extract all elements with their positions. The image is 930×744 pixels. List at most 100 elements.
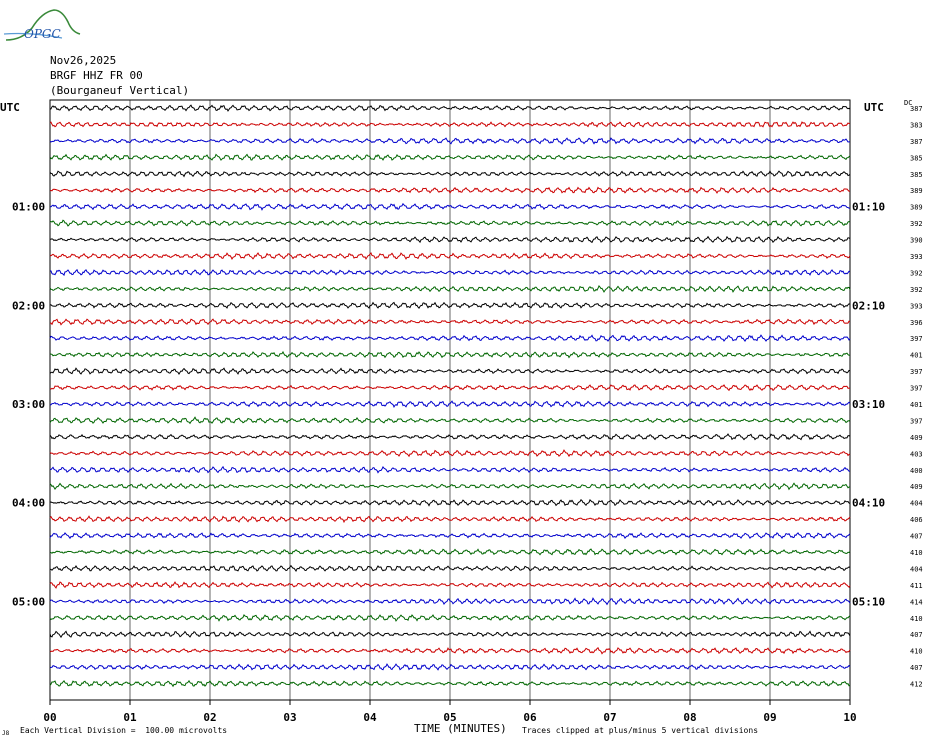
dc-offset-value: 407 [910, 664, 923, 672]
dc-offset-value: 407 [910, 631, 923, 639]
dc-offset-value: 393 [910, 302, 923, 310]
dc-offset-value: 412 [910, 681, 923, 689]
x-tick-label: 03 [283, 711, 296, 724]
logo-text: OPGC [24, 27, 61, 41]
seismic-trace [49, 350, 851, 359]
dc-offset-value: 385 [910, 171, 923, 179]
left-time-label: 03:00 [12, 398, 45, 411]
dc-offset-value: 389 [910, 204, 923, 212]
dc-offset-value: 406 [910, 516, 923, 524]
dc-offset-value: 407 [910, 533, 923, 541]
dc-offset-value: 410 [910, 648, 923, 656]
dc-offset-value: 397 [910, 335, 923, 343]
seismic-trace [49, 334, 851, 342]
seismic-trace [49, 416, 851, 425]
seismic-trace [49, 465, 851, 474]
seismic-trace [49, 679, 851, 688]
dc-offset-value: 396 [910, 319, 923, 327]
right-utc-label: UTC [864, 101, 884, 114]
dc-offset-value: 390 [910, 237, 923, 245]
dc-offset-value: 387 [910, 105, 923, 113]
right-time-label: 02:10 [852, 299, 885, 312]
seismic-trace [49, 400, 851, 409]
dc-offset-value: 414 [910, 598, 923, 606]
station-code: BRGF HHZ FR 00 [50, 69, 143, 82]
seismic-trace [49, 499, 851, 507]
seismic-trace [49, 515, 851, 524]
seismic-trace [49, 235, 851, 244]
dc-offset-value: 403 [910, 450, 923, 458]
seismic-trace [49, 252, 851, 260]
x-tick-label: 05 [443, 711, 456, 724]
seismic-trace [49, 613, 851, 622]
left-time-label: 04:00 [12, 497, 45, 510]
dc-offset-value: 409 [910, 434, 923, 442]
dc-offset-value: 397 [910, 417, 923, 425]
opgc-logo: OPGC [3, 9, 81, 41]
dc-offset-value: 401 [910, 401, 923, 409]
station-location: (Bourganeuf Vertical) [50, 84, 190, 97]
corner-mark: J8 [2, 730, 10, 737]
dc-offset-value: 383 [910, 121, 923, 129]
seismic-trace [49, 318, 851, 326]
dc-offset-value: 393 [910, 253, 923, 261]
clip-note: Traces clipped at plus/minus 5 vertical … [522, 726, 759, 735]
seismic-trace [49, 137, 850, 145]
x-tick-label: 08 [683, 711, 696, 724]
dc-offset-value: 387 [910, 138, 923, 146]
chart-date: Nov26,2025 [50, 54, 117, 67]
left-time-label: 01:00 [12, 201, 45, 214]
dc-offset-value: 410 [910, 549, 923, 557]
dc-offset-value: 411 [910, 582, 923, 590]
seismic-trace [49, 170, 851, 178]
dc-offset-value: 400 [910, 467, 923, 475]
dc-offset-value: 409 [910, 483, 923, 491]
seismic-trace [49, 548, 851, 556]
x-tick-label: 02 [203, 711, 216, 724]
left-time-label: 02:00 [12, 299, 45, 312]
x-tick-label: 06 [523, 711, 537, 724]
seismic-trace [49, 268, 851, 277]
seismic-trace [49, 367, 851, 375]
seismic-trace [50, 202, 851, 211]
seismic-trace [49, 482, 850, 491]
seismic-trace [49, 433, 851, 441]
dc-offset-value: 404 [910, 565, 923, 573]
dc-offset-value: 404 [910, 500, 923, 508]
dc-offset-value: 401 [910, 352, 923, 360]
dc-offset-value: 389 [910, 187, 923, 195]
dc-offset-value: 385 [910, 154, 923, 162]
seismic-trace [49, 219, 851, 227]
x-tick-label: 09 [763, 711, 776, 724]
x-tick-label: 00 [43, 711, 56, 724]
dc-offset-value: 397 [910, 385, 923, 393]
dc-offset-value: 392 [910, 220, 923, 228]
dc-offset-value: 397 [910, 368, 923, 376]
seismic-trace [49, 153, 851, 161]
seismic-trace [49, 285, 851, 293]
x-tick-label: 10 [843, 711, 856, 724]
left-time-label: 05:00 [12, 595, 45, 608]
x-tick-label: 01 [123, 711, 137, 724]
x-tick-label: 07 [603, 711, 616, 724]
seismic-trace [49, 532, 851, 540]
seismic-trace [49, 564, 851, 572]
right-time-label: 05:10 [852, 595, 885, 608]
x-tick-label: 04 [363, 711, 377, 724]
seismic-trace [49, 301, 851, 309]
seismic-trace [49, 186, 851, 194]
seismic-trace [49, 449, 851, 458]
dc-offset-value: 410 [910, 615, 923, 623]
scale-note: Each Vertical Division = 100.00 microvol… [20, 726, 228, 735]
seismic-trace [49, 104, 851, 112]
seismic-trace [49, 581, 851, 589]
seismic-trace [49, 663, 851, 671]
left-utc-label: UTC [0, 101, 20, 114]
dc-offset-value: 392 [910, 286, 923, 294]
seismic-trace [49, 630, 851, 639]
seismic-trace [49, 647, 851, 655]
dc-label: DC [904, 99, 913, 107]
dc-offset-value: 392 [910, 269, 923, 277]
right-time-label: 01:10 [852, 201, 885, 214]
